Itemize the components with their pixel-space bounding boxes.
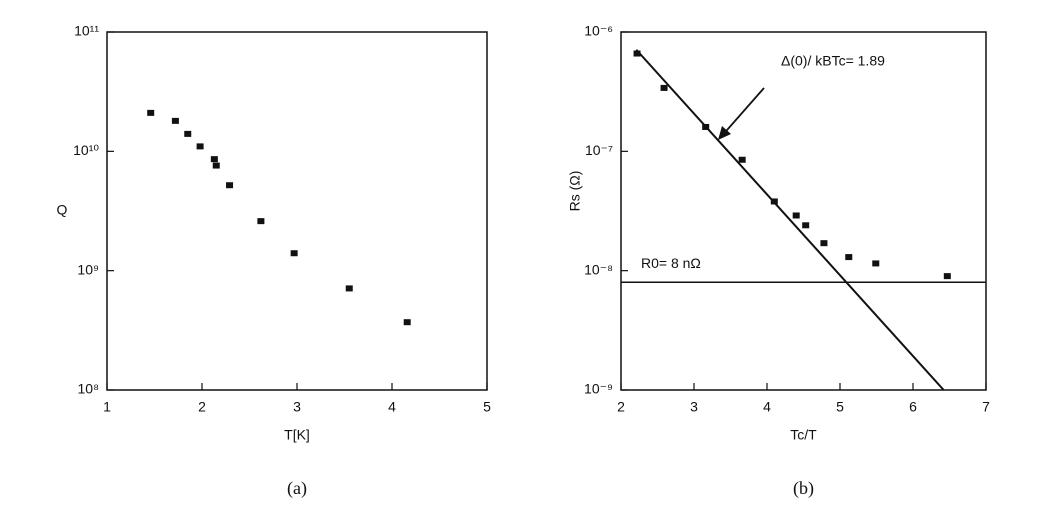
y-tick-label: 10⁻⁷ — [585, 142, 613, 158]
data-point — [345, 285, 353, 292]
x-tick-label: 1 — [103, 399, 111, 415]
data-point — [820, 240, 828, 247]
x-tick-label: 6 — [909, 399, 917, 415]
data-point — [702, 123, 710, 130]
data-point — [184, 130, 192, 137]
plot-frame — [620, 31, 987, 391]
arrow-head — [718, 126, 731, 140]
x-tick-label: 2 — [617, 399, 625, 415]
x-tick-label: 4 — [388, 399, 396, 415]
data-point — [290, 250, 298, 257]
data-point — [210, 156, 218, 163]
y-tick-label: 10⁻⁹ — [584, 381, 613, 397]
data-point — [792, 212, 800, 219]
x-tick-label: 4 — [763, 399, 771, 415]
x-tick-label: 7 — [982, 399, 990, 415]
data-point — [226, 182, 234, 189]
data-point — [633, 50, 641, 57]
x-tick-label: 2 — [198, 399, 206, 415]
annotation: Δ(0)/ kBTc= 1.89 — [781, 53, 885, 69]
x-tick-label: 3 — [690, 399, 698, 415]
y-axis-label: Q — [57, 202, 68, 218]
x-tick-label: 3 — [293, 399, 301, 415]
plot-frame — [106, 31, 488, 391]
data-point — [196, 143, 204, 150]
data-point — [845, 254, 853, 261]
data-point — [872, 260, 880, 267]
x-axis-label: T[K] — [284, 427, 310, 443]
y-tick-label: 10⁻⁶ — [584, 23, 613, 39]
y-tick-label: 10¹¹ — [74, 23, 99, 39]
reference-label: R0= 8 nΩ — [641, 255, 701, 271]
data-point — [147, 109, 155, 116]
fit-line — [635, 49, 945, 391]
x-axis-label: Tc/T — [790, 427, 817, 443]
arrow-shaft — [719, 87, 765, 139]
data-point — [660, 84, 668, 91]
caption: (a) — [287, 478, 307, 499]
data-point — [770, 198, 778, 205]
y-axis-label: Rs (Ω) — [567, 171, 583, 212]
x-tick-label: 5 — [836, 399, 844, 415]
data-point — [738, 156, 746, 163]
data-point — [943, 273, 951, 280]
y-tick-label: 10⁹ — [77, 261, 99, 277]
data-point — [212, 162, 220, 169]
data-point — [403, 319, 411, 326]
y-tick-label: 10⁻⁸ — [584, 261, 613, 277]
data-point — [802, 222, 810, 229]
data-point — [257, 218, 265, 225]
data-point — [171, 117, 179, 124]
y-tick-label: 10⁸ — [78, 381, 100, 397]
x-tick-label: 5 — [483, 399, 491, 415]
caption: (b) — [793, 478, 814, 499]
y-tick-label: 10¹⁰ — [73, 142, 99, 158]
